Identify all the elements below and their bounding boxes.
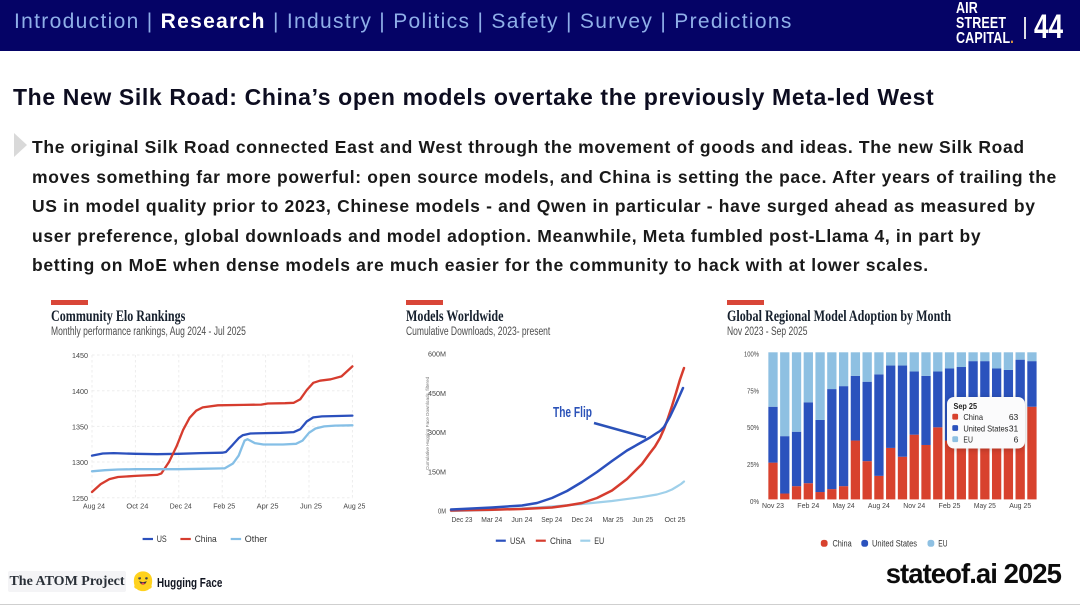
svg-text:Jun 24: Jun 24 (511, 515, 532, 524)
svg-text:EU: EU (938, 538, 947, 548)
svg-text:China: China (833, 538, 852, 548)
svg-text:China: China (195, 534, 218, 544)
svg-text:6: 6 (1014, 435, 1019, 445)
svg-text:Nov 23: Nov 23 (762, 501, 784, 510)
svg-text:0%: 0% (750, 497, 759, 506)
svg-text:China: China (550, 536, 572, 546)
svg-text:1300: 1300 (72, 458, 88, 467)
svg-text:Mar 25: Mar 25 (603, 515, 624, 524)
svg-text:1450: 1450 (72, 351, 88, 360)
svg-text:Oct 24: Oct 24 (126, 501, 148, 510)
svg-text:Sep 25: Sep 25 (954, 401, 978, 411)
svg-text:United States: United States (963, 423, 1008, 433)
svg-text:Jun 25: Jun 25 (300, 501, 322, 510)
svg-text:United States: United States (872, 538, 918, 548)
svg-text:600M: 600M (428, 350, 446, 359)
svg-text:50%: 50% (747, 423, 759, 432)
svg-text:Aug 24: Aug 24 (83, 501, 105, 510)
svg-text:Apr 25: Apr 25 (257, 501, 279, 510)
svg-text:China: China (963, 412, 983, 422)
svg-text:31: 31 (1009, 423, 1019, 433)
svg-text:100%: 100% (744, 350, 759, 359)
svg-text:Feb 24: Feb 24 (797, 501, 819, 510)
svg-text:Sep 24: Sep 24 (541, 515, 562, 524)
svg-text:75%: 75% (747, 387, 759, 396)
svg-text:Oct 25: Oct 25 (665, 515, 686, 524)
svg-text:63: 63 (1009, 412, 1019, 422)
svg-text:Feb 25: Feb 25 (213, 501, 235, 510)
svg-text:Dec 24: Dec 24 (170, 501, 192, 510)
svg-text:Dec 24: Dec 24 (572, 515, 593, 524)
svg-text:Mar 24: Mar 24 (481, 515, 502, 524)
svg-text:Aug 25: Aug 25 (343, 501, 365, 510)
svg-text:EU: EU (594, 536, 604, 546)
svg-text:450M: 450M (428, 389, 446, 398)
svg-text:USA: USA (510, 536, 526, 546)
svg-text:150M: 150M (428, 467, 446, 476)
svg-text:May 25: May 25 (974, 501, 996, 510)
svg-text:Cumulative Hugging Face Downlo: Cumulative Hugging Face Downloads, filte… (425, 376, 430, 470)
svg-text:Other: Other (245, 534, 267, 544)
svg-text:Jun 25: Jun 25 (632, 515, 653, 524)
svg-text:0M: 0M (438, 507, 446, 516)
svg-text:The Flip: The Flip (553, 405, 592, 421)
svg-text:Feb 25: Feb 25 (939, 501, 961, 510)
svg-text:300M: 300M (428, 428, 446, 437)
svg-text:Dec 23: Dec 23 (452, 515, 473, 524)
svg-text:Nov 24: Nov 24 (903, 501, 925, 510)
svg-text:1250: 1250 (72, 494, 88, 503)
svg-text:Aug 24: Aug 24 (868, 501, 890, 510)
svg-text:EU: EU (963, 435, 973, 445)
svg-text:25%: 25% (747, 460, 759, 469)
svg-text:1350: 1350 (72, 423, 88, 432)
svg-text:US: US (157, 534, 167, 544)
svg-text:May 24: May 24 (833, 501, 855, 510)
svg-text:1400: 1400 (72, 387, 88, 396)
svg-text:Aug 25: Aug 25 (1009, 501, 1031, 510)
